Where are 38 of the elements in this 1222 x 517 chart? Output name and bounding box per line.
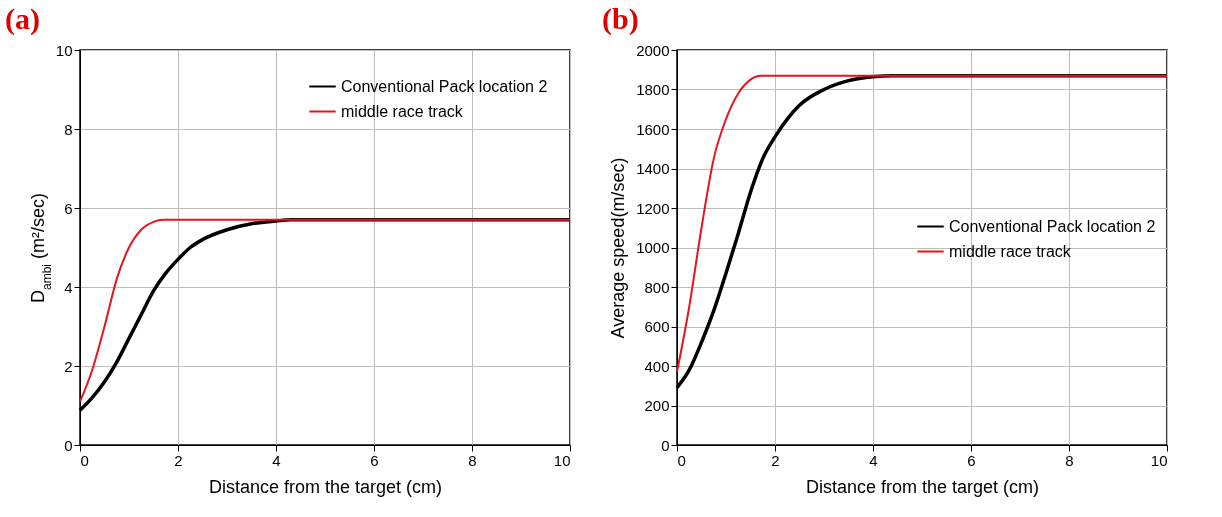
y-tick-label: 1400 bbox=[636, 160, 670, 177]
x-tick-label: 6 bbox=[967, 451, 976, 469]
x-tick-label: 10 bbox=[1150, 451, 1168, 469]
x-tick-label: 2 bbox=[174, 451, 183, 469]
y-tick-label: 8 bbox=[64, 120, 73, 138]
x-tick-label: 4 bbox=[272, 451, 281, 469]
legend-label: Conventional Pack location 2 bbox=[949, 217, 1156, 235]
x-tick-label: 6 bbox=[370, 451, 379, 469]
chart-title: (b) bbox=[602, 2, 639, 36]
y-tick-label: 1000 bbox=[636, 239, 670, 256]
y-tick-label: 600 bbox=[644, 318, 670, 335]
y-tick-label: 10 bbox=[55, 41, 73, 59]
y-tick-label: 0 bbox=[661, 436, 670, 454]
y-tick-label: 2000 bbox=[636, 41, 670, 59]
x-tick-label: 8 bbox=[1065, 451, 1074, 469]
legend-label: middle race track bbox=[341, 102, 464, 120]
legend-label: Conventional Pack location 2 bbox=[341, 77, 548, 95]
y-tick-label: 6 bbox=[64, 199, 73, 217]
x-tick-label: 8 bbox=[468, 451, 477, 469]
y-tick-label: 0 bbox=[64, 436, 73, 454]
chart-title: (a) bbox=[5, 2, 40, 36]
y-tick-label: 1800 bbox=[636, 81, 670, 98]
y-tick-label: 2 bbox=[64, 357, 73, 375]
x-tick-label: 0 bbox=[80, 451, 89, 469]
x-tick-label: 0 bbox=[677, 451, 686, 469]
y-axis-title: Average speed(m/sec) bbox=[608, 157, 629, 339]
y-tick-label: 4 bbox=[64, 278, 73, 296]
x-axis-title: Distance from the target (cm) bbox=[805, 476, 1040, 497]
x-axis-title: Distance from the target (cm) bbox=[208, 476, 443, 497]
y-tick-label: 1600 bbox=[636, 120, 670, 138]
y-tick-label: 800 bbox=[644, 278, 670, 296]
y-tick-label: 1200 bbox=[636, 199, 670, 217]
x-tick-label: 2 bbox=[771, 451, 780, 469]
y-tick-label: 200 bbox=[644, 397, 670, 414]
x-tick-label: 4 bbox=[869, 451, 878, 469]
x-tick-label: 10 bbox=[553, 451, 571, 469]
legend-label: middle race track bbox=[949, 242, 1072, 260]
y-tick-label: 400 bbox=[644, 357, 670, 375]
